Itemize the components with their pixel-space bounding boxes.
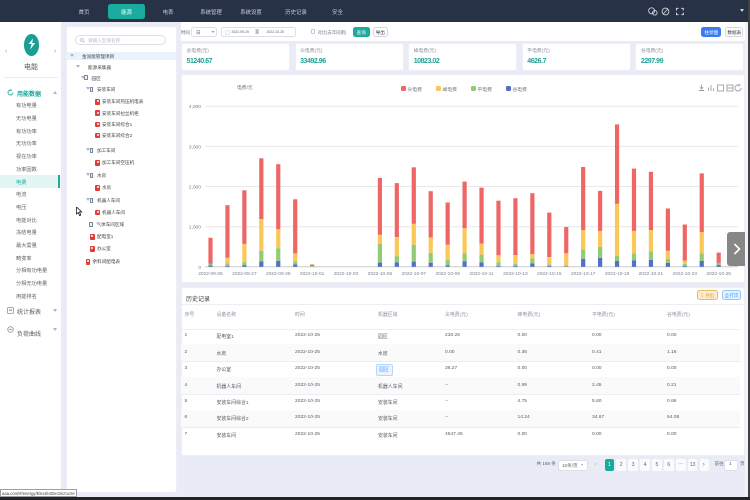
svg-text:1,000: 1,000 [189, 225, 201, 231]
svg-text:2022-10-15: 2022-10-15 [537, 271, 562, 277]
svg-text:0: 0 [198, 265, 201, 271]
svg-text:4,000: 4,000 [189, 104, 201, 110]
svg-text:2022-10-03: 2022-10-03 [334, 271, 359, 277]
svg-text:2022-10-07: 2022-10-07 [402, 271, 427, 277]
svg-text:2022-10-11: 2022-10-11 [469, 271, 493, 277]
svg-text:2,000: 2,000 [189, 184, 201, 190]
svg-text:2022-10-19: 2022-10-19 [605, 271, 630, 277]
svg-text:2022-10-23: 2022-10-23 [673, 271, 698, 277]
svg-text:2022-09-27: 2022-09-27 [232, 271, 257, 277]
svg-text:2022-09-25: 2022-09-25 [198, 271, 223, 277]
svg-text:2022-10-17: 2022-10-17 [571, 271, 596, 277]
svg-text:2022-10-21: 2022-10-21 [639, 271, 664, 277]
svg-text:2022-09-29: 2022-09-29 [266, 271, 291, 277]
svg-text:2022-10-01: 2022-10-01 [300, 271, 325, 277]
svg-text:2022-10-13: 2022-10-13 [503, 271, 528, 277]
svg-text:2022-10-09: 2022-10-09 [435, 271, 460, 277]
svg-text:3,000: 3,000 [189, 144, 201, 150]
svg-text:2022-10-25: 2022-10-25 [706, 271, 731, 277]
svg-text:2022-10-05: 2022-10-05 [368, 271, 393, 277]
